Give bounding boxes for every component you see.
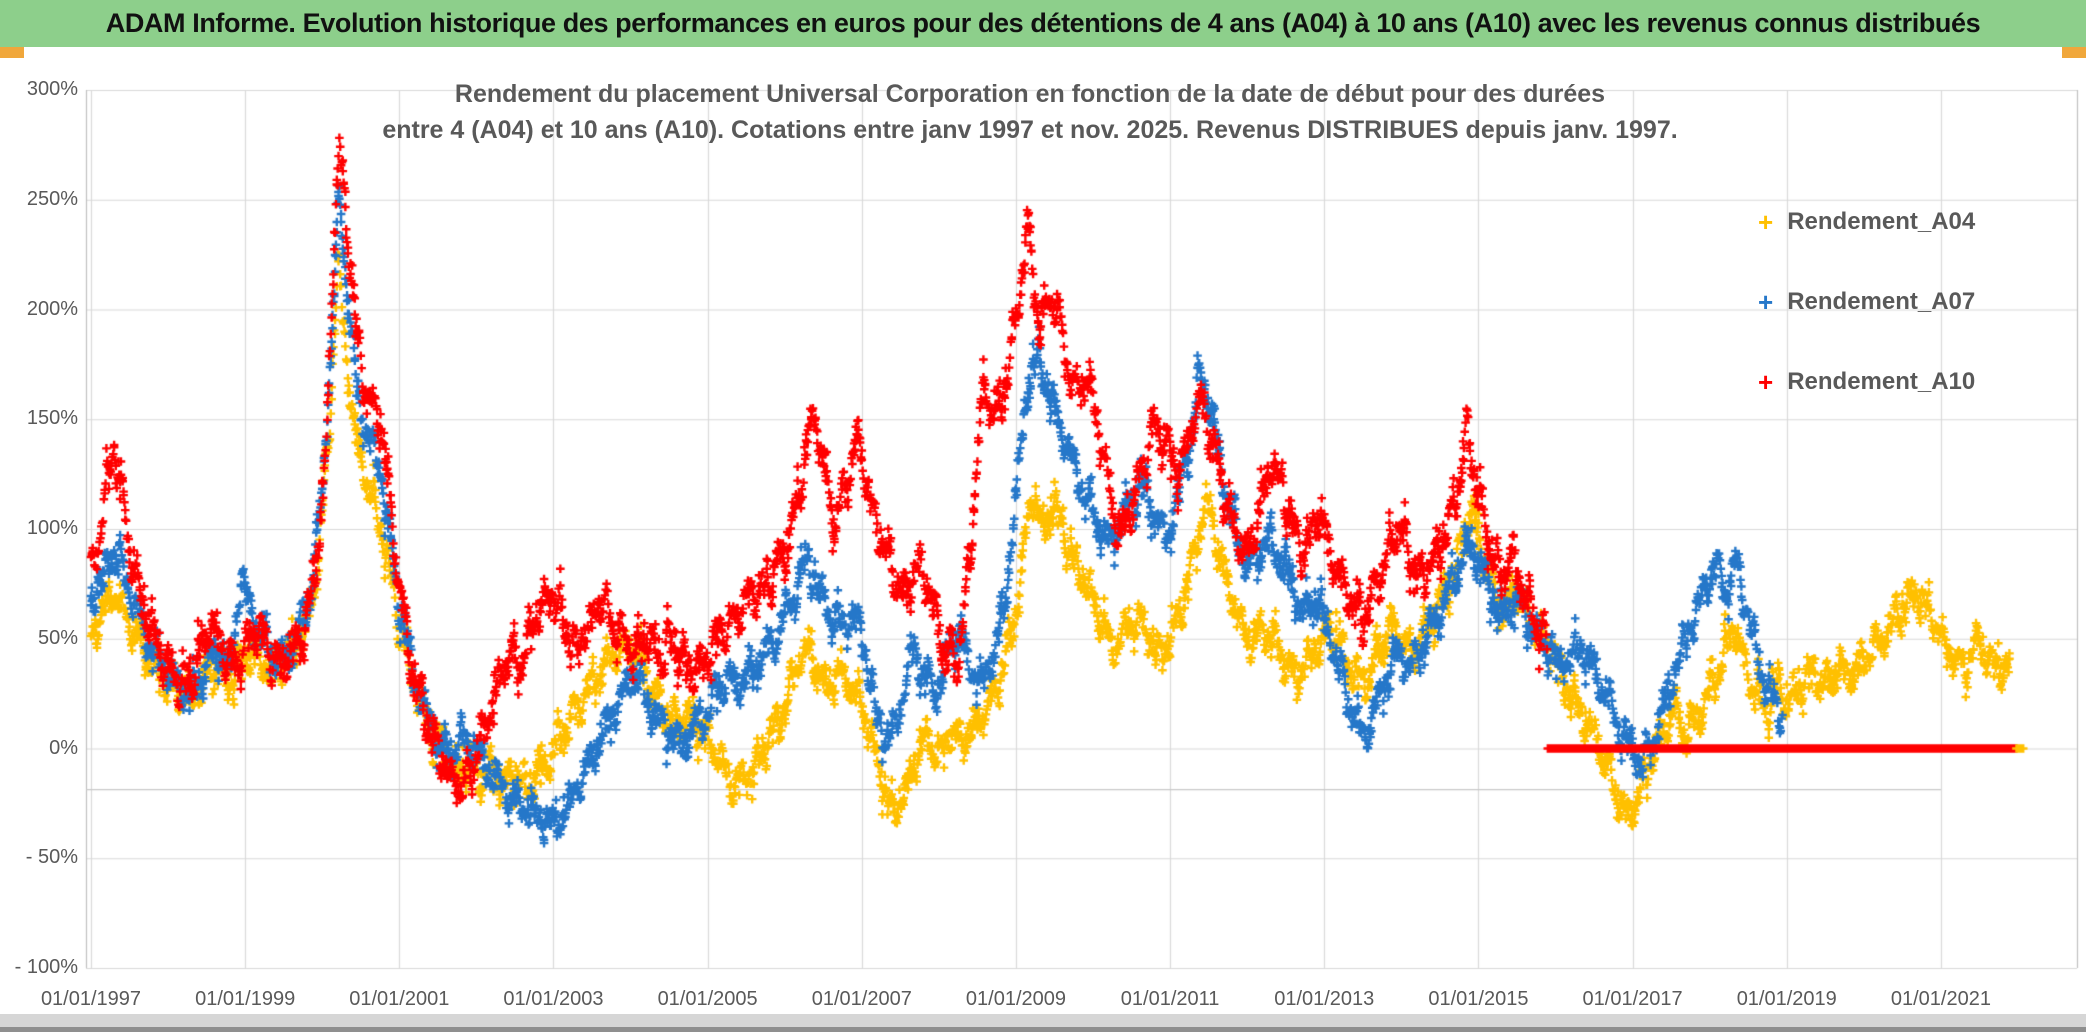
legend-label: Rendement_A10 [1787,368,1976,395]
legend-item-Rendement_A07: + Rendement_A07 [1758,288,1975,316]
y-axis-tick-label: 200% [26,297,78,320]
x-axis-tick-label: 01/01/2005 [657,988,758,1010]
legend-label: Rendement_A04 [1787,208,1976,235]
x-axis-tick-label: 01/01/2021 [1890,988,1991,1010]
plus-marker-icon: + [1758,207,1774,237]
x-axis-tick-label: 01/01/1999 [195,988,296,1010]
x-axis-tick-label: 01/01/2009 [965,988,1066,1010]
header-title: ADAM Informe. Evolution historique des p… [105,8,1981,38]
x-axis-tick-label: 01/01/2007 [811,988,912,1010]
header-accent-left [0,47,24,58]
y-axis-tick-label: - 100% [14,956,78,978]
y-axis-tick-label: 250% [26,187,78,210]
bottom-scrollbar-track[interactable] [0,1014,2086,1027]
x-axis-tick-label: 01/01/2011 [1120,988,1220,1010]
header-accent-right [2062,47,2086,58]
y-axis-tick-label: 150% [26,407,78,430]
plus-marker-icon: + [1758,287,1774,317]
legend-item-Rendement_A04: + Rendement_A04 [1758,208,1975,236]
y-axis-tick-label: 300% [26,78,78,100]
x-axis-tick-label: 01/01/2003 [503,988,604,1010]
y-axis-tick-label: 100% [26,517,78,539]
y-axis-tick-label: - 50% [25,846,78,869]
x-axis-tick-label: 01/01/2013 [1274,988,1375,1010]
x-axis-tick-label: 01/01/2015 [1428,988,1529,1010]
window-bottom-edge [0,1027,2086,1032]
header-banner: ADAM Informe. Evolution historique des p… [0,0,2086,47]
legend-label: Rendement_A07 [1787,288,1976,315]
y-axis-tick-label: 50% [37,626,78,649]
legend-item-Rendement_A10: + Rendement_A10 [1758,368,1975,396]
x-axis-tick-label: 01/01/1997 [40,988,142,1010]
x-axis-tick-label: 01/01/2001 [349,988,450,1010]
chart-title-line1: Rendement du placement Universal Corpora… [454,80,1606,108]
chart-title-line2: entre 4 (A04) et 10 ans (A10). Cotations… [382,116,1678,144]
y-axis-tick-label: 0% [49,736,78,759]
plus-marker-icon: + [1758,367,1774,397]
x-axis-tick-label: 01/01/2019 [1736,988,1837,1010]
x-axis-tick-label: 01/01/2017 [1582,988,1683,1010]
